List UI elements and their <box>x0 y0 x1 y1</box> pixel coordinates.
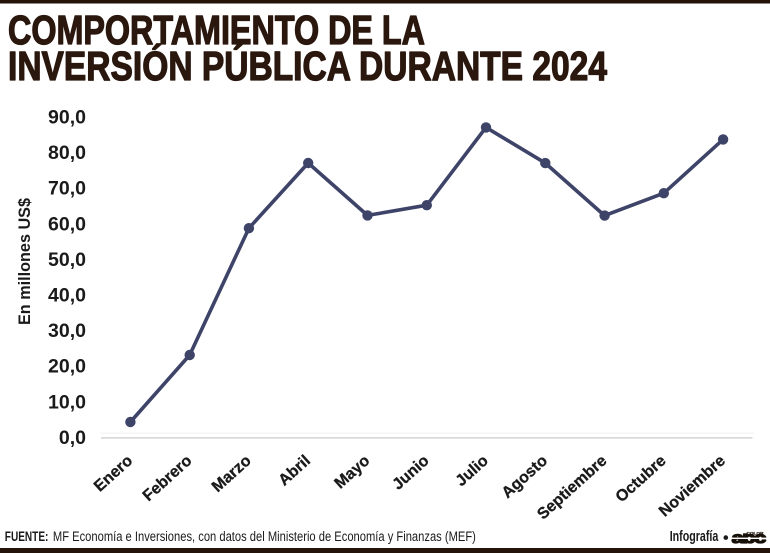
svg-text:COLOR: COLOR <box>747 532 765 536</box>
svg-text:70,0: 70,0 <box>48 178 86 200</box>
svg-text:10,0: 10,0 <box>48 391 86 413</box>
svg-text:Marzo: Marzo <box>209 452 255 496</box>
svg-text:Agosto: Agosto <box>499 452 551 502</box>
svg-text:Enero: Enero <box>91 452 136 495</box>
svg-text:60,0: 60,0 <box>48 213 86 235</box>
svg-text:FUENTE:MF Economía e Inversion: FUENTE: MF Economía e Inversiones, con da… <box>5 529 476 544</box>
svg-text:En millones US$: En millones US$ <box>15 197 34 325</box>
svg-text:80,0: 80,0 <box>48 142 86 164</box>
svg-text:INVERSIÓN PÚBLICA DURANTE 2024: INVERSIÓN PÚBLICA DURANTE 2024 <box>8 43 607 89</box>
svg-text:Infografía: Infografía <box>670 529 719 545</box>
svg-text:COMPORTAMIENTO DE LA: COMPORTAMIENTO DE LA <box>8 7 425 53</box>
svg-text:Julio: Julio <box>453 452 492 490</box>
svg-text:Junio: Junio <box>389 452 432 493</box>
svg-text:90,0: 90,0 <box>48 106 86 128</box>
svg-text:0,0: 0,0 <box>59 427 86 449</box>
svg-text:30,0: 30,0 <box>48 320 86 342</box>
svg-text:Febrero: Febrero <box>140 452 196 505</box>
svg-text:Mayo: Mayo <box>332 452 374 492</box>
svg-text:Octubre: Octubre <box>613 452 670 506</box>
svg-text:40,0: 40,0 <box>48 285 86 307</box>
svg-text:20,0: 20,0 <box>48 356 86 378</box>
svg-text:Abril: Abril <box>276 452 314 489</box>
svg-text:50,0: 50,0 <box>48 249 86 271</box>
